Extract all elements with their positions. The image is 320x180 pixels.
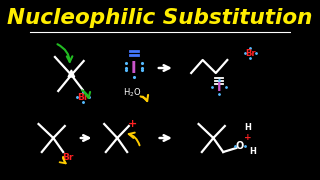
Text: I: I	[131, 60, 137, 75]
Text: O: O	[236, 141, 244, 151]
Text: Br: Br	[77, 93, 89, 102]
Text: +: +	[127, 119, 137, 129]
Text: H: H	[249, 147, 256, 156]
Text: H: H	[244, 123, 251, 132]
Text: H$_2$O: H$_2$O	[123, 87, 141, 99]
Polygon shape	[68, 70, 75, 77]
Text: I: I	[217, 80, 221, 93]
Text: Nucleophilic Substitution: Nucleophilic Substitution	[7, 8, 313, 28]
Text: Br: Br	[62, 154, 74, 163]
Text: Br: Br	[245, 48, 256, 57]
Text: +: +	[244, 134, 252, 143]
